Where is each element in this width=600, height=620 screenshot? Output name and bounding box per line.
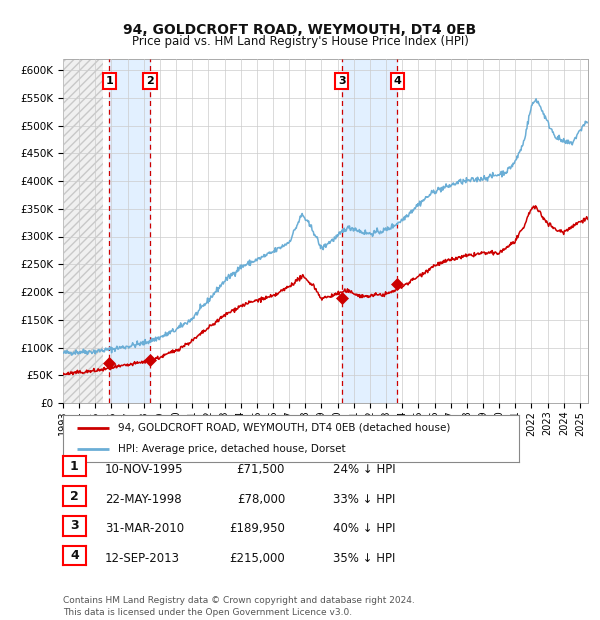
Text: 3: 3 [338,76,346,86]
Text: 10-NOV-1995: 10-NOV-1995 [105,463,184,476]
Text: 4: 4 [394,76,401,86]
Bar [109,59,150,403]
Text: £78,000: £78,000 [237,493,285,505]
Bar [341,59,397,403]
Text: 2: 2 [70,490,79,502]
Text: 4: 4 [70,549,79,562]
Text: 94, GOLDCROFT ROAD, WEYMOUTH, DT4 0EB: 94, GOLDCROFT ROAD, WEYMOUTH, DT4 0EB [124,23,476,37]
Text: 3: 3 [70,520,79,532]
Text: 24% ↓ HPI: 24% ↓ HPI [333,463,395,476]
Text: £71,500: £71,500 [236,463,285,476]
Text: 33% ↓ HPI: 33% ↓ HPI [333,493,395,505]
Text: HPI: Average price, detached house, Dorset: HPI: Average price, detached house, Dors… [118,445,346,454]
Text: Contains HM Land Registry data © Crown copyright and database right 2024.
This d: Contains HM Land Registry data © Crown c… [63,596,415,617]
Text: 31-MAR-2010: 31-MAR-2010 [105,523,184,535]
Bar [63,59,103,403]
Text: 1: 1 [106,76,113,86]
Text: Price paid vs. HM Land Registry's House Price Index (HPI): Price paid vs. HM Land Registry's House … [131,35,469,48]
Text: £189,950: £189,950 [229,523,285,535]
Text: 2: 2 [146,76,154,86]
Text: 94, GOLDCROFT ROAD, WEYMOUTH, DT4 0EB (detached house): 94, GOLDCROFT ROAD, WEYMOUTH, DT4 0EB (d… [118,423,450,433]
Text: 1: 1 [70,460,79,472]
Text: 22-MAY-1998: 22-MAY-1998 [105,493,182,505]
Text: 40% ↓ HPI: 40% ↓ HPI [333,523,395,535]
Bar [63,59,103,403]
Text: 35% ↓ HPI: 35% ↓ HPI [333,552,395,565]
Text: £215,000: £215,000 [229,552,285,565]
Text: 12-SEP-2013: 12-SEP-2013 [105,552,180,565]
